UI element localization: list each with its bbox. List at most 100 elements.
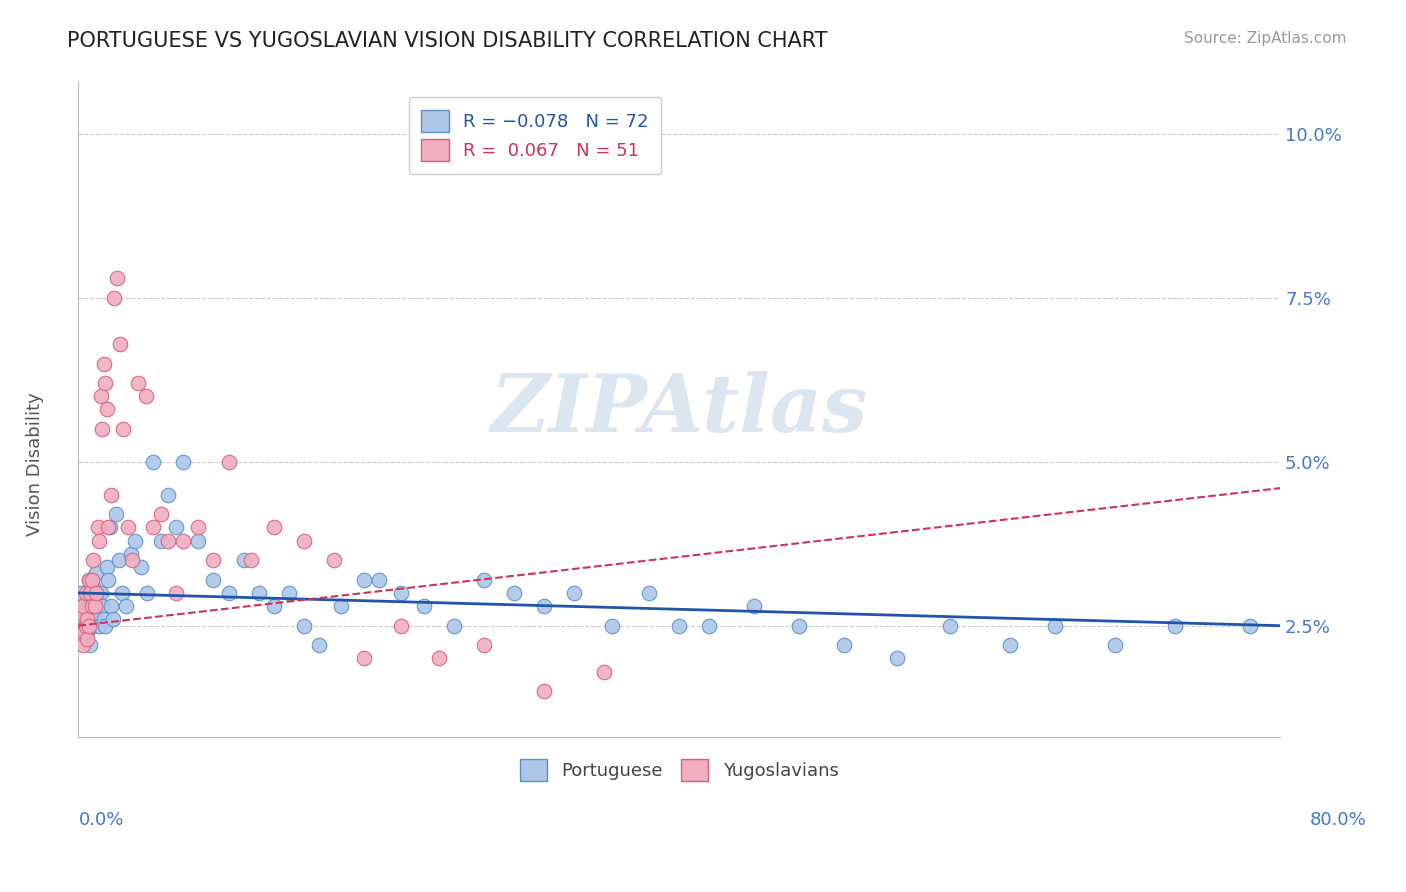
Text: ZIPAtlas: ZIPAtlas [491,371,868,449]
Point [187,533,209,548]
Point [834,638,856,652]
Point [82,553,104,567]
Point [789,618,811,632]
Point [638,586,661,600]
Point [998,638,1021,652]
Point [412,599,434,613]
Point [124,533,146,548]
Point [427,651,450,665]
Point [77,573,100,587]
Point [165,586,187,600]
Point [104,508,127,522]
Point [96,559,118,574]
Point [93,612,115,626]
Point [84,566,107,581]
Point [75,618,97,632]
Point [105,271,128,285]
Point [503,586,526,600]
Point [87,520,110,534]
Point [79,586,101,600]
Point [76,625,98,640]
Point [668,618,690,632]
Point [100,599,122,613]
Point [75,586,97,600]
Point [83,599,105,613]
Text: Vision Disability: Vision Disability [27,392,44,536]
Point [202,573,225,587]
Point [84,586,107,600]
Point [115,599,138,613]
Point [443,618,465,632]
Point [96,402,118,417]
Point [79,638,101,652]
Point [1104,638,1126,652]
Point [247,586,270,600]
Point [697,618,720,632]
Point [472,638,495,652]
Point [94,618,117,632]
Point [93,357,115,371]
Point [80,586,103,600]
Point [72,599,94,613]
Point [187,520,209,534]
Point [89,533,111,548]
Point [533,599,555,613]
Point [83,599,105,613]
Point [120,547,142,561]
Point [1239,618,1261,632]
Point [1164,618,1187,632]
Point [149,508,172,522]
Point [263,599,285,613]
Point [600,618,623,632]
Point [172,533,194,548]
Point [292,618,315,632]
Point [172,455,194,469]
Point [121,553,143,567]
Point [80,573,103,587]
Point [136,586,159,600]
Point [98,520,121,534]
Point [72,638,94,652]
Point [77,606,100,620]
Point [87,586,110,600]
Point [322,553,344,567]
Point [103,291,125,305]
Point [142,455,165,469]
Point [165,520,187,534]
Point [218,455,240,469]
Point [82,579,104,593]
Point [744,599,766,613]
Point [127,376,149,391]
Point [353,651,375,665]
Point [117,520,139,534]
Point [72,599,94,613]
Point [292,533,315,548]
Point [218,586,240,600]
Point [263,520,285,534]
Point [389,586,412,600]
Point [367,573,389,587]
Point [97,520,120,534]
Point [80,599,103,613]
Point [240,553,263,567]
Point [886,651,908,665]
Point [202,553,225,567]
Point [90,586,112,600]
Point [94,376,117,391]
Point [97,573,120,587]
Point [131,559,153,574]
Point [330,599,353,613]
Point [308,638,330,652]
Point [70,606,93,620]
Point [157,533,180,548]
Point [77,573,100,587]
Point [135,389,157,403]
Text: Source: ZipAtlas.com: Source: ZipAtlas.com [1184,31,1347,46]
Point [100,488,122,502]
Point [472,573,495,587]
Point [108,553,131,567]
Point [75,618,97,632]
Point [90,389,112,403]
Point [142,520,165,534]
Point [91,422,114,436]
